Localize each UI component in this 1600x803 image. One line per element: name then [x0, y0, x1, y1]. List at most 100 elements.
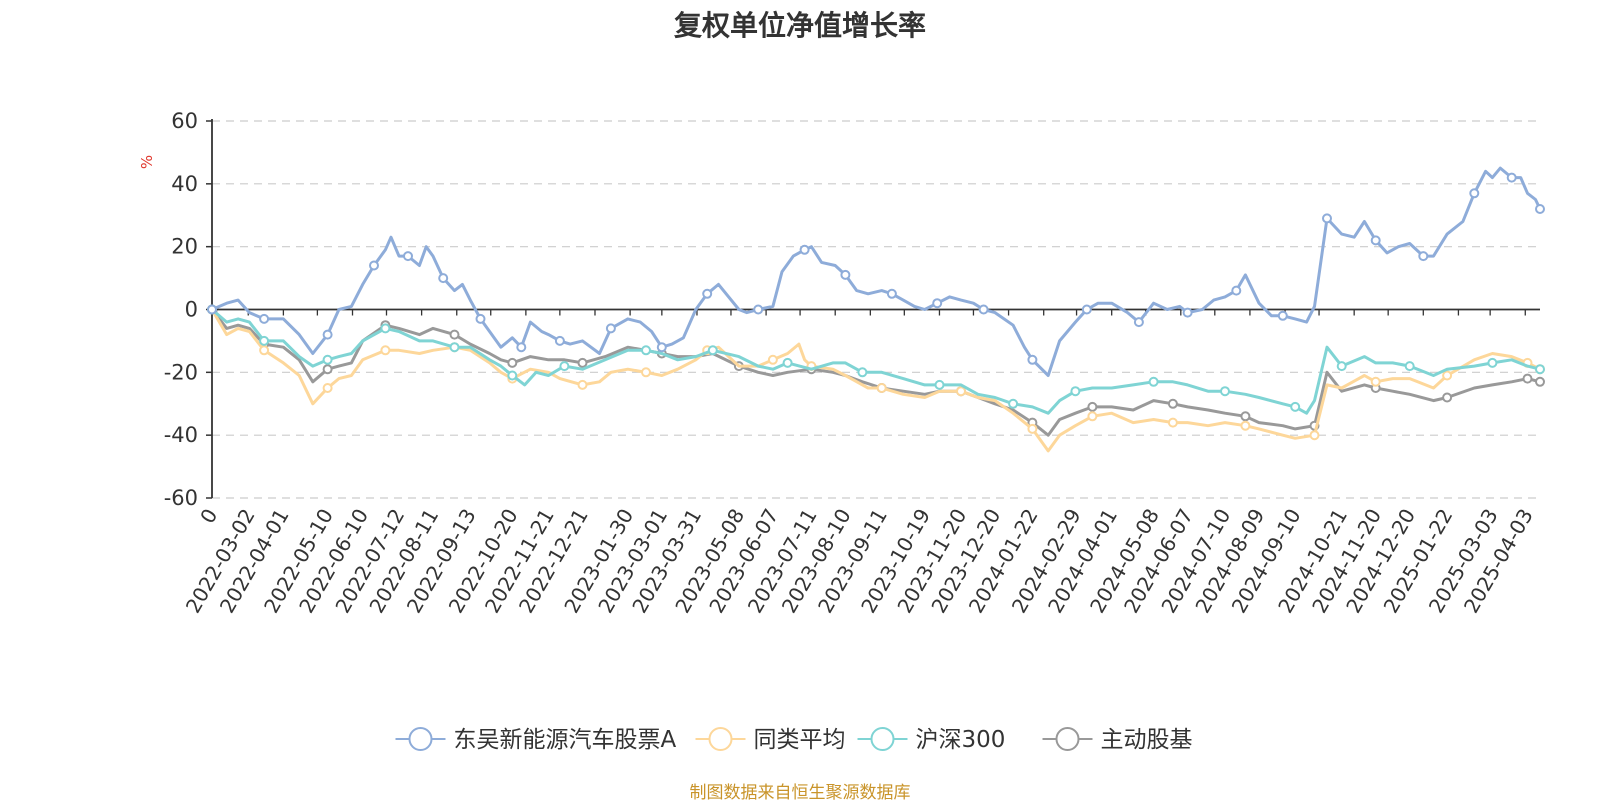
data-point — [1027, 354, 1038, 365]
data-point — [1087, 411, 1098, 422]
data-point — [1240, 411, 1251, 422]
y-tick-label: 0 — [185, 298, 198, 322]
data-point — [554, 335, 565, 346]
data-point — [702, 288, 713, 299]
chart-title: 复权单位净值增长率 — [673, 9, 926, 42]
data-point — [753, 304, 764, 315]
data-point — [449, 329, 460, 340]
data-point — [1220, 386, 1230, 397]
data-point — [1469, 188, 1480, 199]
legend-swatch-marker — [1055, 727, 1080, 751]
data-point — [857, 367, 868, 378]
data-point — [782, 357, 793, 368]
data-point — [1290, 401, 1301, 412]
series-line — [210, 308, 1542, 453]
data-point — [1182, 307, 1193, 318]
data-point — [1277, 310, 1288, 321]
data-point — [932, 298, 943, 309]
legend-label: 同类平均 — [754, 727, 846, 753]
data-point — [1442, 370, 1453, 381]
y-tick-label: -60 — [164, 486, 198, 510]
data-point — [1167, 398, 1178, 409]
data-point — [1522, 373, 1533, 384]
data-point — [886, 288, 897, 299]
y-tick-label: 60 — [171, 109, 198, 133]
data-point — [876, 383, 887, 393]
data-point — [259, 345, 270, 356]
y-tick-label: 40 — [171, 172, 198, 196]
data-point — [799, 244, 810, 255]
data-point — [1418, 251, 1429, 262]
source-note: 制图数据来自恒生聚源数据库 — [689, 783, 911, 803]
data-point — [1322, 213, 1332, 224]
legend-label: 东吴新能源汽车股票A — [454, 727, 677, 753]
data-point — [322, 364, 333, 375]
data-point — [956, 386, 966, 397]
y-tick-label: 20 — [171, 235, 198, 259]
data-point — [1008, 398, 1019, 409]
legend-item[interactable]: 同类平均 — [695, 727, 846, 753]
legend-label: 沪深300 — [916, 727, 1006, 753]
data-point — [707, 345, 718, 356]
data-point — [641, 367, 651, 378]
data-point — [1027, 423, 1038, 434]
legend-label: 主动股基 — [1101, 727, 1193, 753]
data-point — [978, 304, 989, 315]
data-point — [1487, 357, 1498, 368]
data-point — [656, 342, 667, 353]
data-point — [641, 345, 651, 356]
data-point — [1535, 204, 1545, 214]
data-point — [1081, 304, 1092, 315]
data-point — [1148, 376, 1159, 387]
data-point — [1535, 376, 1545, 387]
legend[interactable]: 东吴新能源汽车股票A 同类平均 沪深300 主动股基 — [395, 727, 1193, 753]
data-point — [577, 357, 588, 368]
data-point — [438, 273, 449, 284]
data-point — [322, 329, 333, 340]
data-point — [380, 345, 391, 356]
data-point — [1535, 364, 1545, 375]
data-point — [605, 323, 616, 334]
x-tick-label: 0 — [195, 505, 222, 528]
data-point — [449, 342, 460, 353]
data-point — [840, 269, 851, 280]
series-layer — [207, 166, 1545, 453]
series-line — [210, 166, 1542, 377]
data-point — [259, 335, 270, 346]
data-point — [380, 323, 391, 334]
y-axis-label: % — [138, 155, 156, 169]
axis-layer: -60-40-20020406002022-03-022022-04-01202… — [164, 109, 1540, 617]
data-point — [1167, 417, 1178, 428]
data-point — [1133, 317, 1144, 328]
data-point — [1336, 361, 1347, 372]
data-point — [1442, 392, 1453, 403]
data-point — [403, 251, 413, 262]
data-point — [1070, 386, 1081, 397]
series-line — [210, 308, 1542, 415]
data-point — [369, 260, 379, 271]
data-point — [259, 313, 270, 324]
data-point — [559, 361, 570, 372]
legend-item[interactable]: 沪深300 — [857, 727, 1006, 753]
y-tick-label: -20 — [164, 360, 198, 384]
data-point — [507, 357, 518, 368]
data-point — [1404, 361, 1415, 372]
legend-swatch-marker — [708, 727, 733, 751]
data-point — [767, 354, 778, 365]
data-point — [1240, 420, 1251, 431]
data-point — [1087, 401, 1098, 412]
data-point — [1506, 172, 1517, 183]
data-point — [1231, 285, 1242, 296]
data-point — [507, 370, 518, 381]
data-point — [934, 379, 945, 390]
legend-item[interactable]: 主动股基 — [1042, 727, 1193, 753]
data-point — [516, 342, 527, 353]
legend-item[interactable]: 东吴新能源汽车股票A — [395, 727, 677, 753]
legend-swatch-marker — [408, 727, 433, 751]
data-point — [1370, 376, 1381, 387]
data-point — [322, 354, 333, 365]
legend-swatch-marker — [870, 727, 895, 751]
data-point — [207, 304, 217, 315]
data-point — [1309, 430, 1320, 441]
